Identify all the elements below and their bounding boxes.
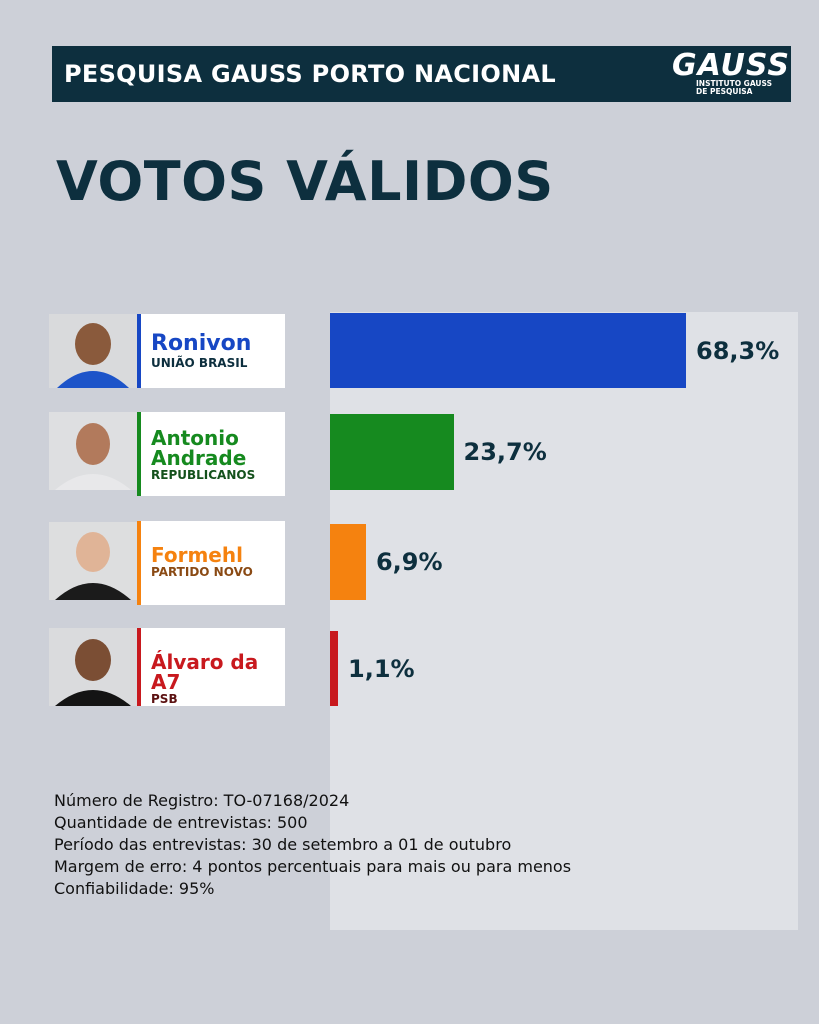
bar-1 — [330, 313, 686, 388]
candidate-party: REPUBLICANOS — [151, 468, 256, 482]
candidate-card-formehl: Formehl PARTIDO NOVO — [137, 521, 285, 605]
logo-subtitle-line2: DE PESQUISA — [696, 87, 753, 96]
candidate-party: PARTIDO NOVO — [151, 565, 253, 579]
survey-confidence: Confiabilidade: 95% — [54, 879, 215, 898]
survey-sample-size: Quantidade de entrevistas: 500 — [54, 813, 308, 832]
candidate-card-ronivon: Ronivon UNIÃO BRASIL — [137, 314, 285, 388]
bar-3 — [330, 524, 366, 600]
gauss-logo: GAUSS INSTITUTO GAUSS DE PESQUISA — [672, 48, 790, 98]
candidate-party: PSB — [151, 692, 178, 706]
bar-value-label: 68,3% — [696, 336, 780, 365]
candidate-name-line2: Andrade — [151, 446, 247, 470]
candidate-name: Ronivon — [151, 331, 252, 356]
candidate-photo-formehl — [49, 522, 137, 600]
logo-subtitle-line1: INSTITUTO GAUSS — [696, 79, 772, 88]
candidate-card-alvaro-da-a7: Álvaro da A7 PSB — [137, 628, 285, 706]
bar-value-label: 6,9% — [375, 548, 443, 576]
header-banner: PESQUISA GAUSS PORTO NACIONAL GAUSS INST… — [52, 46, 791, 102]
candidate-photo-antonio-andrade — [49, 412, 137, 490]
bar-value-label: 23,7% — [463, 438, 547, 466]
survey-registration: Número de Registro: TO-07168/2024 — [54, 791, 350, 810]
candidate-party: UNIÃO BRASIL — [151, 356, 248, 370]
candidate-color-stripe — [137, 521, 141, 605]
candidate-photo-ronivon — [49, 314, 137, 388]
candidate-color-stripe — [137, 628, 141, 706]
candidate-name: Formehl — [151, 543, 243, 567]
page-title: VOTOS VÁLIDOS — [56, 150, 554, 213]
bar-2 — [330, 414, 454, 490]
survey-period: Período das entrevistas: 30 de setembro … — [54, 835, 512, 854]
survey-info: Número de Registro: TO-07168/2024 Quanti… — [54, 790, 774, 900]
candidate-photo-alvaro-da-a7 — [49, 628, 137, 706]
candidate-card-antonio-andrade: Antonio Andrade REPUBLICANOS — [137, 412, 285, 496]
bar-4 — [330, 631, 338, 706]
header-title: PESQUISA GAUSS PORTO NACIONAL — [64, 60, 556, 88]
candidate-name: Álvaro da A7 — [151, 650, 259, 694]
candidate-name-line1: Antonio — [151, 426, 239, 450]
logo-wordmark: GAUSS — [672, 48, 790, 83]
logo-subtitle: INSTITUTO GAUSS DE PESQUISA — [696, 80, 784, 96]
bar-value-label: 1,1% — [348, 654, 415, 683]
survey-margin-of-error: Margem de erro: 4 pontos percentuais par… — [54, 857, 572, 876]
candidate-color-stripe — [137, 314, 141, 388]
candidate-color-stripe — [137, 412, 141, 496]
